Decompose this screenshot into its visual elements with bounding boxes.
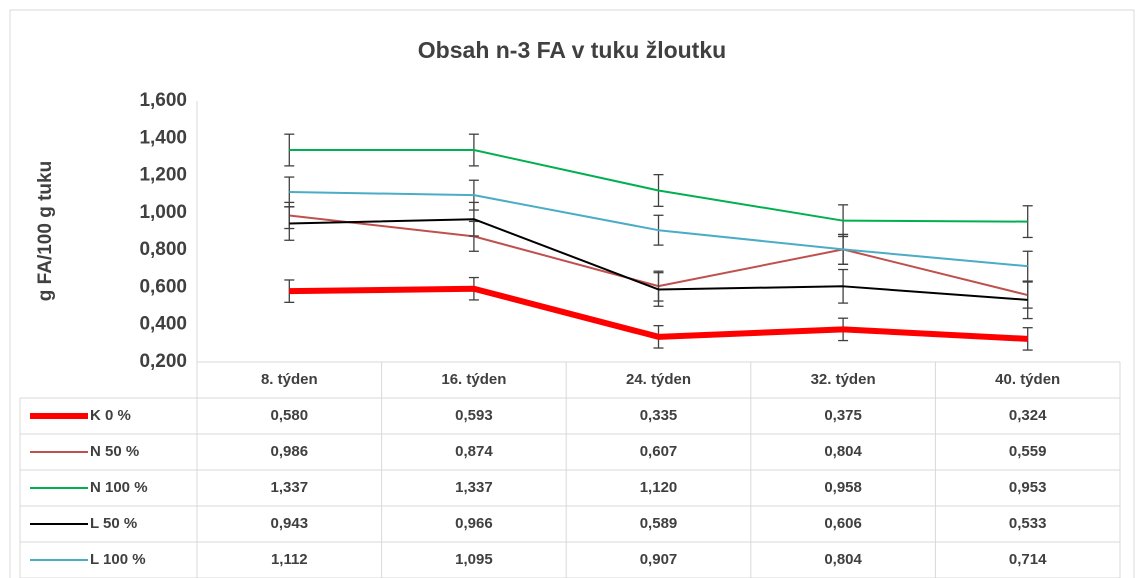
data-label: 1,112 [271,551,308,568]
y-tick-label: 1,200 [139,165,187,186]
data-label: 0,874 [455,443,493,460]
data-label: 0,804 [824,443,862,460]
data-label: 0,593 [455,407,493,424]
legend-label: K 0 % [90,407,131,424]
y-tick-label: 1,000 [139,202,187,223]
data-label: 0,714 [1009,551,1047,568]
data-label: 0,607 [640,443,678,460]
legend-label: L 50 % [90,515,137,532]
x-tick-label: 40. týden [995,371,1060,388]
y-tick-label: 0,200 [139,351,187,372]
y-axis-label: g FA/100 g tuku [35,161,56,301]
x-tick-label: 24. týden [626,371,691,388]
data-label: 0,375 [824,407,862,424]
data-label: 0,986 [271,443,309,460]
legend-label: N 100 % [90,479,148,496]
y-tick-label: 0,400 [139,314,187,335]
series-line [289,285,1028,342]
data-label: 0,943 [271,515,309,532]
y-tick-label: 1,600 [139,90,187,111]
legend-label: L 100 % [90,551,146,568]
y-tick-label: 0,600 [139,276,187,297]
x-tick-label: 8. týden [261,371,318,388]
chart-title: Obsah n-3 FA v tuku žloutku [418,37,726,63]
data-label: 1,337 [271,479,309,496]
data-label: 0,559 [1009,443,1047,460]
data-label: 0,533 [1009,515,1047,532]
data-label: 0,335 [640,407,678,424]
x-tick-label: 16. týden [441,371,506,388]
y-tick-label: 1,400 [139,127,187,148]
data-label: 0,589 [640,515,678,532]
series-line [289,218,1028,301]
series-line [289,149,1028,223]
data-label: 0,966 [455,515,493,532]
y-tick-label: 0,800 [139,239,187,260]
data-label: 1,337 [455,479,493,496]
x-tick-label: 32. týden [811,371,876,388]
data-label: 0,958 [824,479,862,496]
data-label: 0,606 [824,515,862,532]
legend-label: N 50 % [90,443,139,460]
data-label: 1,095 [455,551,493,568]
data-label: 0,953 [1009,479,1047,496]
data-label: 0,580 [271,407,309,424]
data-label: 0,907 [640,551,678,568]
data-label: 0,324 [1009,407,1047,424]
data-label: 1,120 [640,479,678,496]
series-line [289,190,1028,268]
data-label: 0,804 [824,551,862,568]
